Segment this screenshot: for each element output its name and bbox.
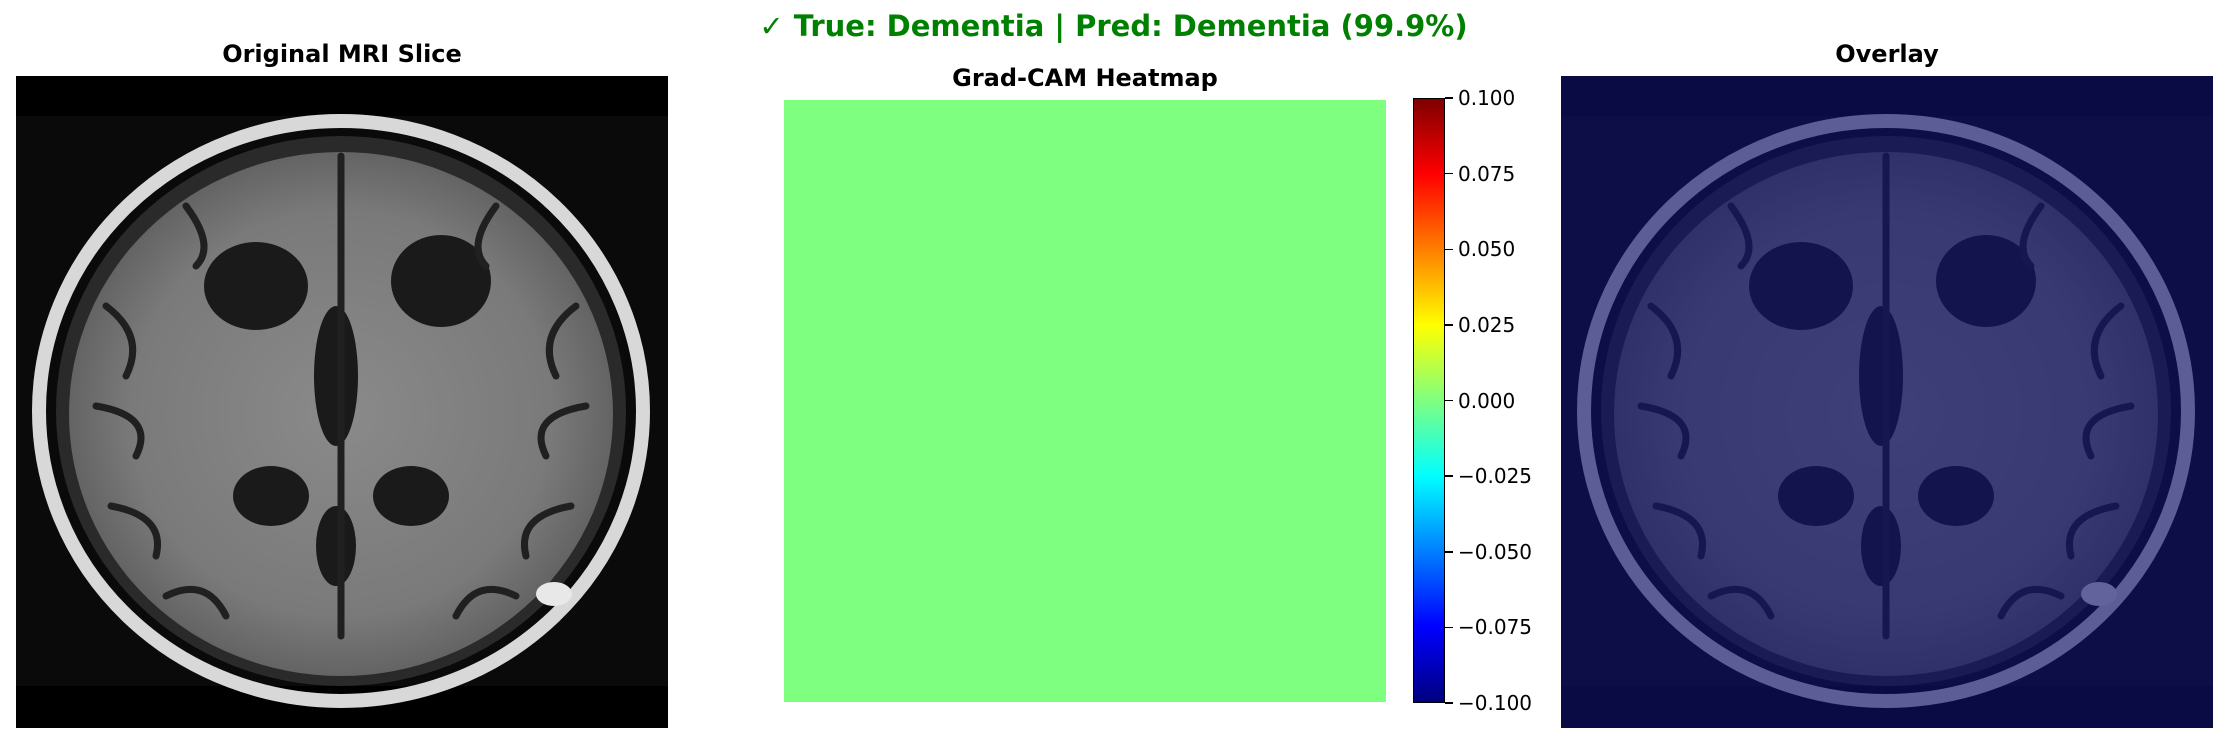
- colorbar-tick: [1445, 172, 1453, 175]
- original-mri-image: [16, 76, 668, 728]
- original-panel-title: Original MRI Slice: [222, 40, 462, 68]
- colorbar-tick: [1445, 324, 1453, 326]
- colorbar-tick-label: 0.050: [1458, 237, 1516, 262]
- colorbar-tick-label: −0.025: [1458, 464, 1533, 489]
- colorbar-tick-label: 0.100: [1458, 86, 1516, 110]
- colorbar-tick: [1445, 551, 1453, 553]
- colorbar-tick: [1445, 97, 1453, 99]
- colorbar-tick-label: −0.075: [1458, 615, 1533, 640]
- colorbar-tick-label: 0.075: [1458, 161, 1516, 186]
- figure-suptitle: ✓ True: Dementia | Pred: Dementia (99.9%…: [759, 9, 1468, 43]
- colorbar: [1413, 98, 1445, 703]
- colorbar-tick-label: −0.050: [1458, 539, 1533, 564]
- colorbar-tick-label: 0.025: [1458, 312, 1516, 337]
- colorbar-tick: [1445, 248, 1453, 250]
- gradcam-heatmap: [784, 100, 1386, 702]
- overlay-image: [1561, 76, 2213, 728]
- colorbar-tick: [1445, 626, 1453, 629]
- overlay-panel-title: Overlay: [1835, 40, 1939, 68]
- colorbar-tick: [1445, 475, 1453, 477]
- colorbar-tick-label: −0.100: [1458, 691, 1533, 715]
- colorbar-tick: [1445, 702, 1453, 704]
- colorbar-tick-label: 0.000: [1458, 388, 1516, 413]
- colorbar-tick: [1445, 399, 1453, 402]
- heatmap-panel-title: Grad-CAM Heatmap: [952, 64, 1218, 92]
